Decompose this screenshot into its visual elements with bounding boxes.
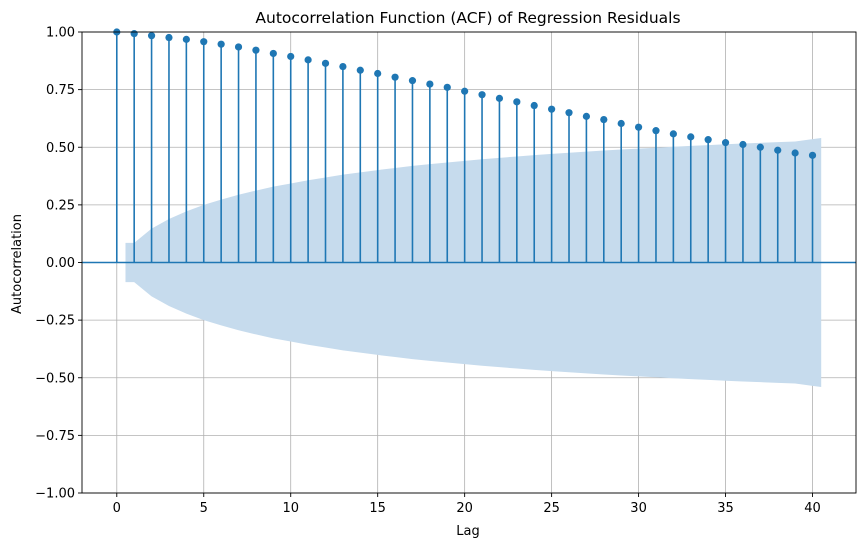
acf-point [617, 119, 625, 128]
acf-point [321, 59, 330, 67]
x-tick-label: 35 [717, 501, 734, 516]
acf-point [774, 146, 782, 154]
acf-point [252, 46, 260, 54]
acf-point [391, 73, 399, 81]
acf-point [495, 94, 504, 102]
acf-point [408, 77, 417, 85]
acf-point [182, 35, 190, 43]
y-tick-label: −0.25 [35, 314, 75, 329]
acf-point [548, 105, 556, 113]
acf-point [461, 87, 469, 95]
acf-point [165, 33, 173, 42]
acf-point [582, 112, 591, 120]
acf-point [339, 62, 347, 71]
acf-point [130, 30, 138, 38]
acf-point [634, 123, 643, 131]
x-tick-label: 30 [630, 501, 647, 516]
x-tick-label: 0 [113, 501, 121, 516]
acf-point [304, 56, 312, 64]
acf-point [356, 66, 364, 74]
y-tick-label: 0.25 [46, 198, 75, 213]
x-tick-label: 10 [282, 501, 299, 516]
acf-point [652, 127, 660, 135]
acf-point [808, 151, 817, 159]
x-tick-label: 25 [543, 501, 560, 516]
acf-point [426, 80, 434, 88]
acf-point [565, 109, 573, 117]
plot-area: 0 5 10 15 20 25 30 35 40 −1.00 −0.75 −0.50 −0.25 0.00… [35, 26, 857, 516]
x-tick-label: 20 [456, 501, 473, 516]
acf-point [443, 83, 451, 91]
y-tick-label: −0.75 [35, 429, 75, 444]
acf-point [217, 40, 225, 48]
y-tick-label: 1.00 [46, 26, 75, 41]
acf-point [669, 130, 677, 138]
acf-point [147, 32, 156, 40]
x-tick-label: 15 [369, 501, 386, 516]
acf-point [687, 133, 695, 141]
y-axis-label: Autocorrelation [10, 214, 25, 314]
acf-point [513, 98, 521, 106]
acf-point [269, 49, 277, 58]
acf-point [600, 115, 608, 124]
acf-point [200, 38, 208, 46]
acf-point [478, 91, 486, 99]
acf-point [287, 52, 295, 61]
acf-point [721, 139, 730, 147]
acf-point [234, 43, 243, 51]
x-tick-label: 5 [200, 501, 208, 516]
acf-point [791, 149, 799, 157]
y-tick-label: −0.50 [35, 371, 75, 386]
y-tick-label: −1.00 [35, 487, 75, 502]
chart-title: Autocorrelation Function (ACF) of Regres… [255, 9, 680, 27]
acf-point [374, 69, 382, 78]
x-axis-label: Lag [456, 524, 479, 539]
x-tick-label: 40 [804, 501, 821, 516]
y-tick-label: 0.50 [46, 141, 75, 156]
acf-point [530, 101, 538, 110]
acf-point [739, 140, 747, 149]
y-tick-label: 0.75 [46, 83, 75, 98]
acf-point [756, 143, 764, 151]
acf-point [704, 136, 712, 144]
y-tick-label: 0.00 [46, 256, 75, 271]
